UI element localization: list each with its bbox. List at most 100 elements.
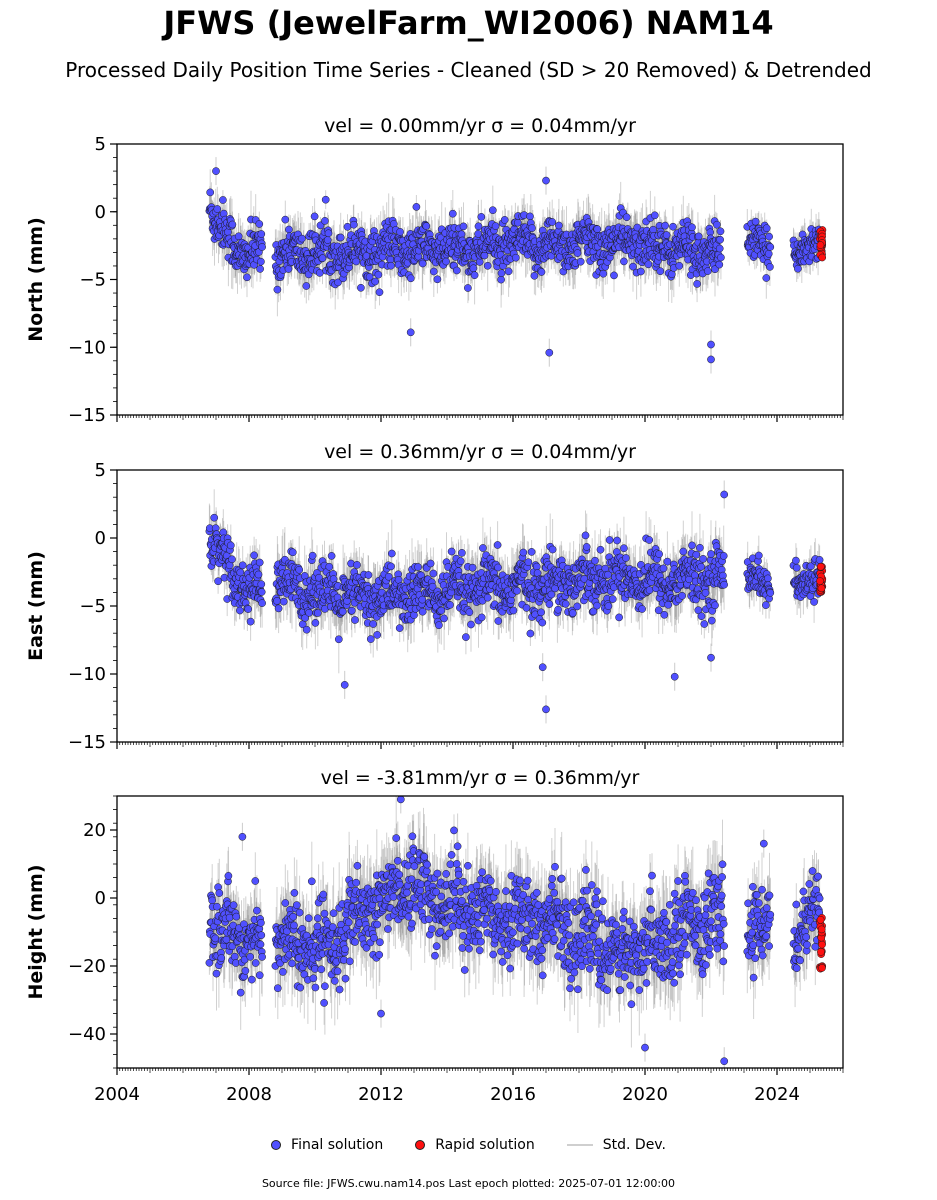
final-point	[387, 549, 396, 558]
final-point	[716, 235, 724, 244]
y-tick-label: 0	[95, 202, 106, 223]
rapid-point	[816, 241, 825, 249]
final-point	[366, 635, 375, 643]
final-point	[258, 243, 266, 251]
final-point	[318, 254, 327, 263]
final-point	[298, 234, 306, 243]
final-point	[338, 607, 347, 616]
final-point	[442, 257, 450, 266]
final-point	[713, 220, 721, 229]
final-point	[511, 253, 520, 262]
rapid-solution-points	[816, 226, 827, 262]
final-point	[279, 597, 288, 606]
final-point	[483, 261, 492, 270]
final-point	[610, 271, 618, 280]
final-point	[327, 552, 336, 560]
final-point	[765, 232, 773, 241]
final-point	[500, 216, 509, 224]
final-point	[622, 213, 631, 222]
final-point	[751, 217, 760, 226]
final-point	[321, 195, 330, 204]
final-point	[694, 232, 703, 241]
final-point	[491, 222, 500, 230]
final-point	[766, 243, 775, 251]
final-point	[394, 575, 403, 584]
final-point	[250, 551, 258, 560]
final-point	[246, 617, 255, 626]
final-point	[234, 232, 243, 241]
final-point	[497, 269, 506, 278]
final-point	[412, 203, 421, 211]
final-point	[477, 213, 486, 221]
final-point	[336, 233, 345, 242]
page-subtitle: Processed Daily Position Time Series - C…	[65, 58, 872, 82]
final-point	[334, 278, 342, 287]
final-point	[295, 565, 304, 574]
final-point	[470, 271, 479, 280]
final-point	[650, 211, 659, 220]
final-point	[661, 221, 669, 230]
final-point	[662, 231, 671, 239]
final-point	[542, 176, 550, 185]
final-solution-points	[205, 167, 824, 364]
final-point	[273, 597, 281, 605]
final-solution-points	[205, 490, 824, 714]
final-point	[620, 257, 628, 266]
final-point	[228, 555, 236, 564]
final-point	[528, 224, 536, 232]
final-point	[353, 561, 361, 569]
final-point	[422, 222, 431, 230]
final-point	[285, 225, 293, 234]
axes-frame	[116, 143, 844, 416]
final-point	[313, 609, 322, 617]
final-point	[459, 222, 468, 231]
final-point	[273, 285, 282, 294]
final-point	[206, 188, 215, 197]
final-point	[236, 568, 245, 577]
final-point	[257, 257, 265, 266]
final-point	[716, 227, 725, 236]
final-point	[374, 270, 383, 279]
final-point	[371, 277, 380, 286]
final-point	[226, 541, 235, 550]
final-point	[669, 222, 677, 231]
final-point	[255, 558, 264, 567]
final-point	[396, 228, 404, 236]
final-point	[593, 225, 602, 233]
final-point	[219, 196, 227, 204]
final-point	[464, 284, 472, 292]
final-point	[302, 282, 311, 290]
final-point	[347, 606, 356, 615]
final-point	[351, 616, 359, 624]
y-tick-label: −15	[68, 405, 106, 426]
figure-canvas: 5 0 −5 −10 −15 vel = 0.00mm/yr σ = 0.04mm/yr N…	[25, 115, 844, 1105]
final-point	[357, 283, 365, 292]
final-point	[364, 571, 373, 579]
final-point	[715, 260, 724, 269]
final-point	[599, 269, 608, 278]
page-title: JFWS (JewelFarm_WI2006) NAM14	[163, 4, 774, 42]
final-point	[469, 264, 478, 273]
final-point	[284, 265, 293, 273]
final-point	[375, 288, 384, 297]
final-point	[238, 561, 247, 570]
final-point	[545, 348, 554, 357]
final-point	[256, 265, 264, 273]
y-tick-label: −10	[68, 337, 106, 358]
final-point	[448, 209, 457, 218]
final-point	[281, 215, 290, 224]
final-point	[576, 257, 585, 266]
final-point	[474, 222, 483, 231]
final-point	[429, 267, 438, 276]
panel-title-north: vel = 0.00mm/yr σ = 0.04mm/yr	[324, 115, 636, 137]
final-point	[764, 249, 773, 258]
final-point	[387, 562, 395, 571]
final-point	[387, 261, 395, 270]
final-point	[236, 606, 244, 615]
final-point	[369, 620, 378, 628]
final-point	[324, 229, 333, 238]
y-axis-label-north: North (mm)	[25, 217, 47, 342]
final-point	[794, 264, 802, 273]
final-point	[305, 608, 313, 617]
final-point	[302, 625, 311, 634]
